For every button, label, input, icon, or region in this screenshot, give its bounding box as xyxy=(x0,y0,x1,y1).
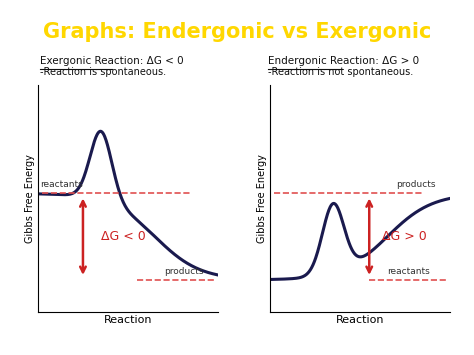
X-axis label: Reaction: Reaction xyxy=(104,315,152,325)
Text: Graphs: Endergonic vs Exergonic: Graphs: Endergonic vs Exergonic xyxy=(43,22,431,42)
Text: reactants: reactants xyxy=(40,180,82,189)
Text: -Reaction is spontaneous.: -Reaction is spontaneous. xyxy=(40,67,166,77)
Y-axis label: Gibbs Free Energy: Gibbs Free Energy xyxy=(257,154,267,243)
Text: reactants: reactants xyxy=(387,267,430,275)
Text: ΔG < 0: ΔG < 0 xyxy=(101,230,146,243)
Text: products: products xyxy=(164,267,203,275)
Text: Endergonic Reaction: ΔG > 0: Endergonic Reaction: ΔG > 0 xyxy=(268,56,419,66)
Y-axis label: Gibbs Free Energy: Gibbs Free Energy xyxy=(25,154,35,243)
Text: ΔG > 0: ΔG > 0 xyxy=(382,230,427,243)
X-axis label: Reaction: Reaction xyxy=(336,315,384,325)
Text: -Reaction is not spontaneous.: -Reaction is not spontaneous. xyxy=(268,67,413,77)
Text: Exergonic Reaction: ΔG < 0: Exergonic Reaction: ΔG < 0 xyxy=(40,56,184,66)
Text: products: products xyxy=(396,180,436,189)
